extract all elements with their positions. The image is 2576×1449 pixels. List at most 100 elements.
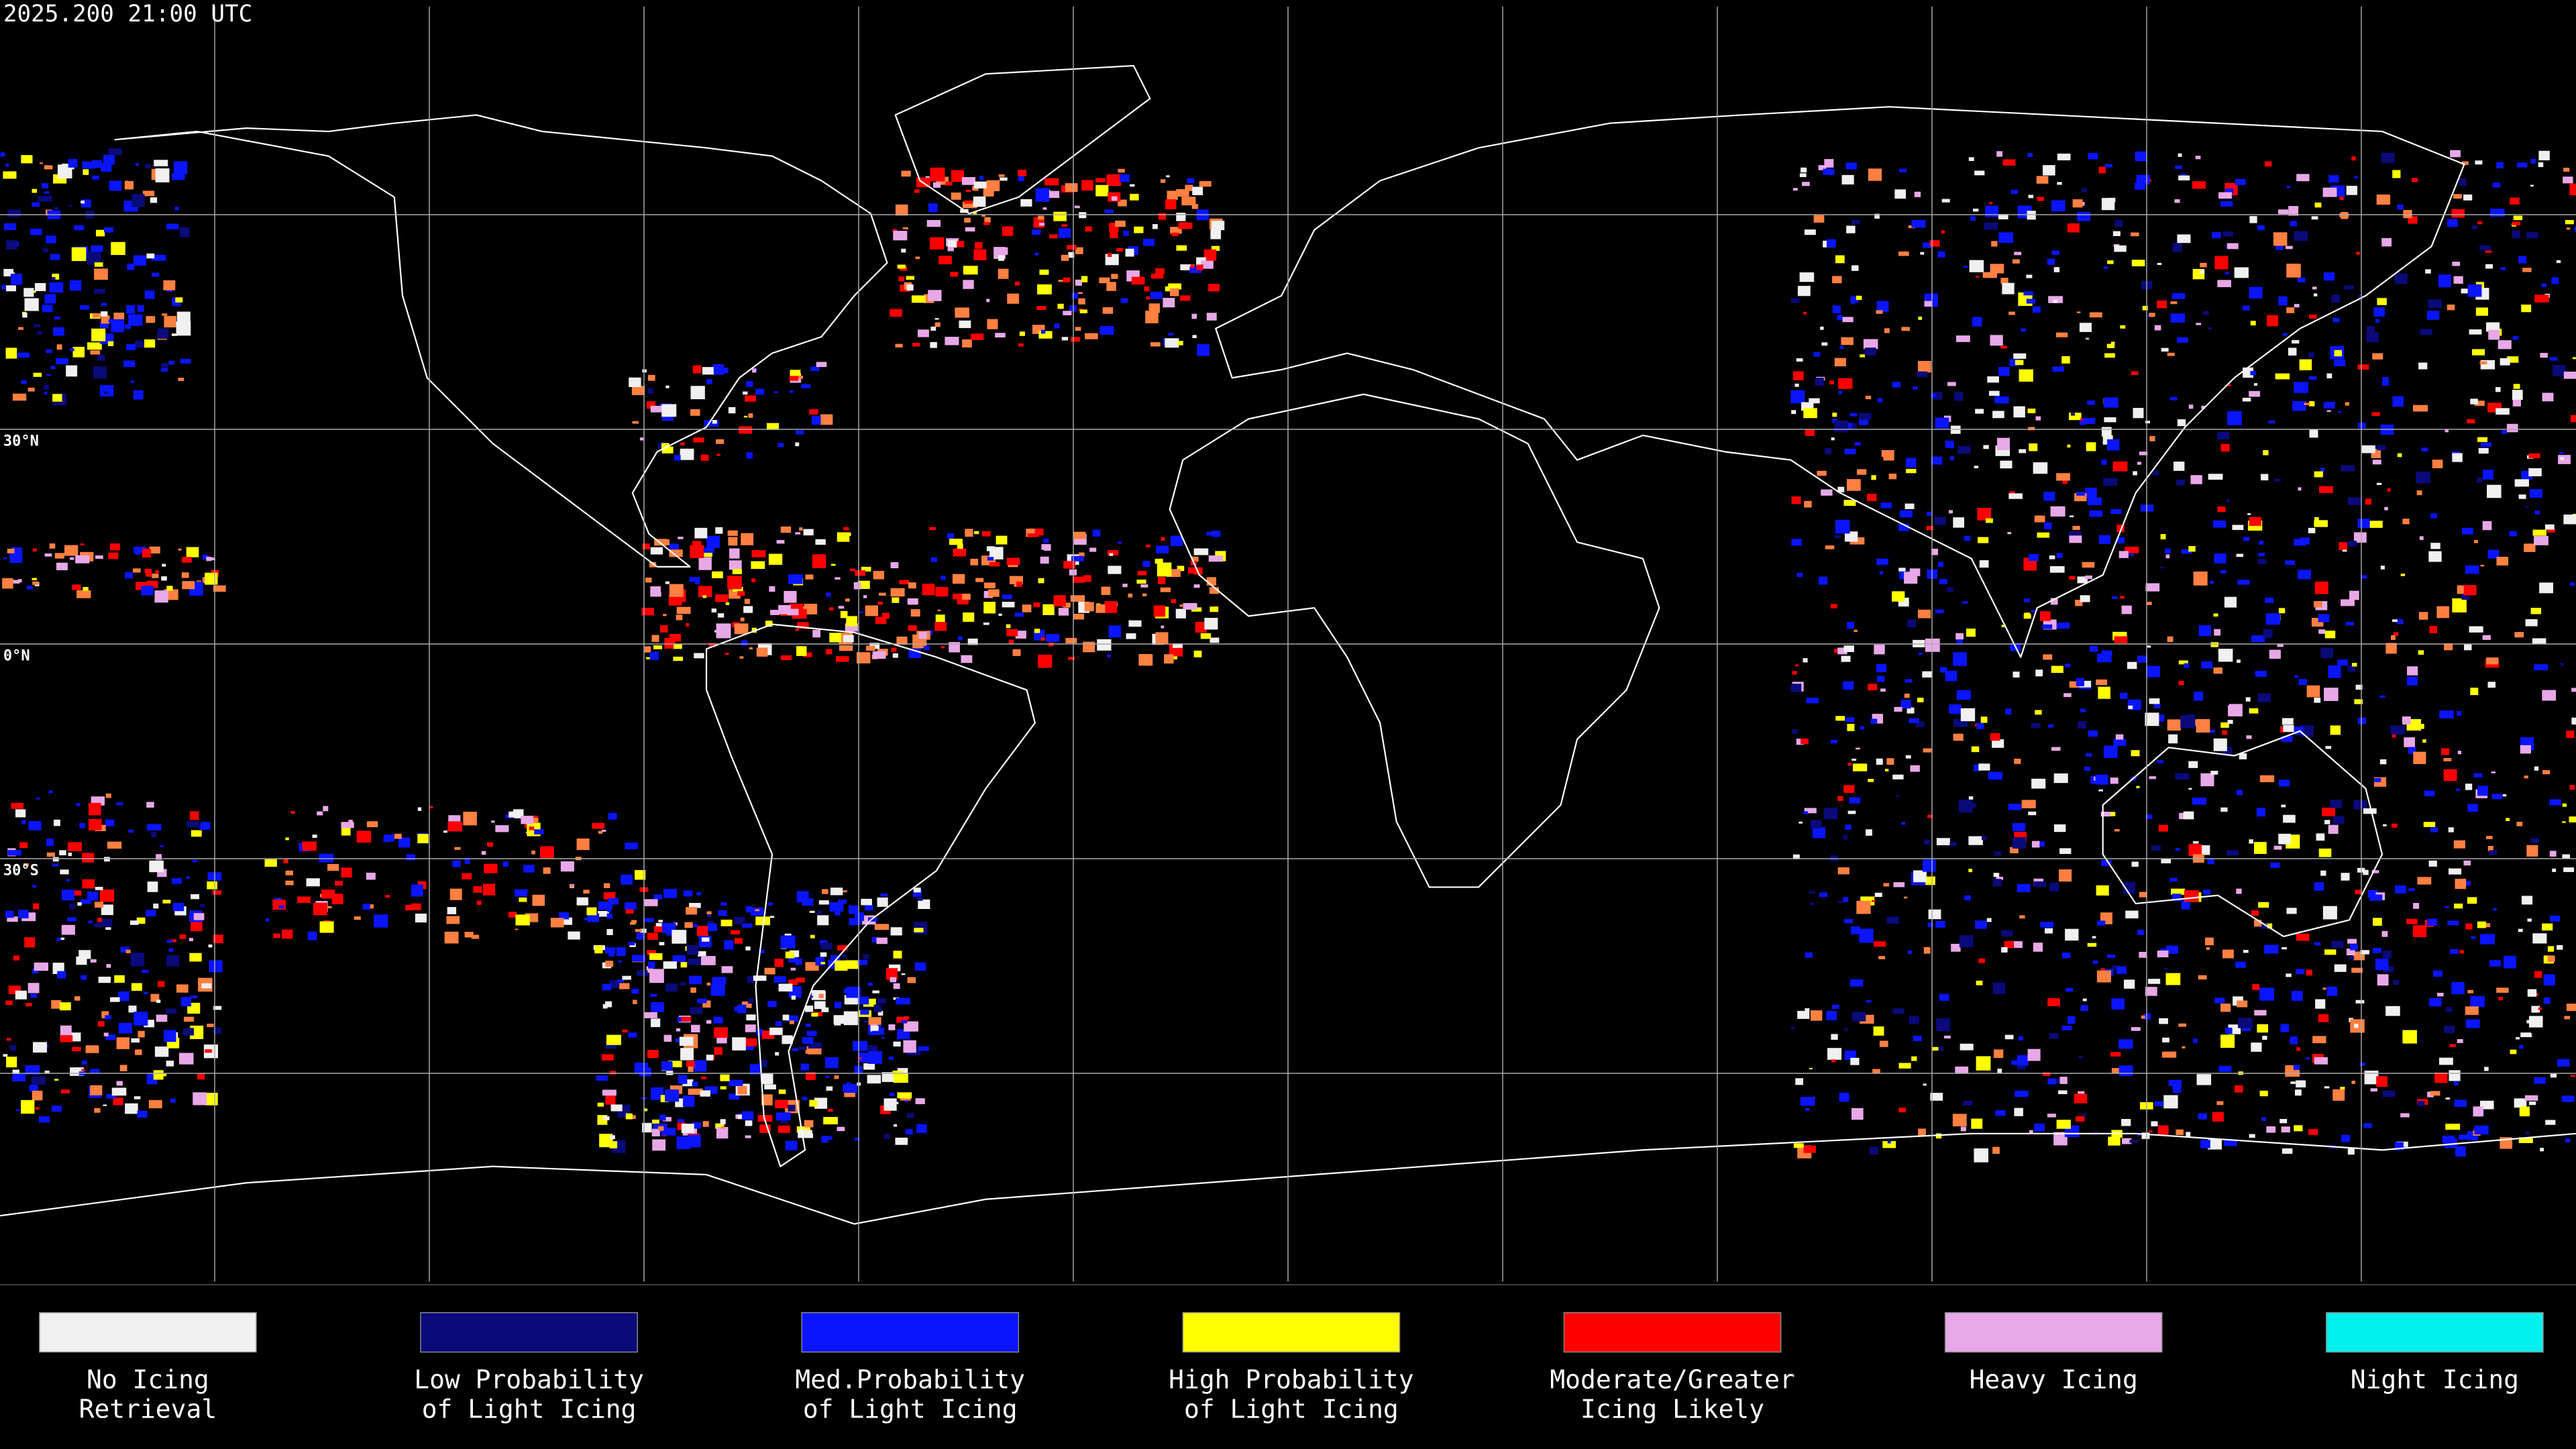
icing-pixel: [2238, 1018, 2253, 1028]
icing-pixel: [366, 872, 376, 880]
icing-pixel: [809, 910, 815, 913]
icing-pixel: [788, 1104, 796, 1112]
icing-pixel: [1887, 1140, 1891, 1144]
icing-pixel: [907, 598, 918, 605]
icing-pixel: [2178, 660, 2188, 665]
icing-pixel: [2524, 775, 2528, 779]
icing-pixel: [2196, 718, 2210, 733]
icing-pixel: [811, 1012, 818, 1017]
icing-pixel: [935, 587, 949, 597]
icing-pixel: [2131, 750, 2140, 757]
icing-pixel: [2364, 1071, 2379, 1085]
icing-pixel: [745, 1024, 756, 1032]
icing-pixel: [805, 574, 814, 580]
icing-pixel: [7, 916, 18, 922]
icing-pixel: [1799, 821, 1803, 824]
icing-pixel: [883, 1134, 890, 1139]
icing-pixel: [947, 240, 957, 248]
icing-pixel: [2473, 773, 2483, 777]
icing-pixel: [865, 605, 878, 616]
icing-pixel: [1208, 284, 1220, 292]
icing-pixel: [1960, 1043, 1974, 1051]
icing-pixel: [1018, 169, 1027, 176]
icing-pixel: [1949, 842, 1957, 847]
icing-pixel: [716, 1127, 729, 1139]
icing-pixel: [2314, 581, 2328, 594]
icing-pixel: [795, 958, 802, 965]
icing-pixel: [51, 1106, 62, 1112]
icing-pixel: [2165, 973, 2181, 985]
icing-pixel: [621, 874, 633, 885]
icing-pixel: [748, 413, 753, 418]
icing-pixel: [608, 898, 619, 905]
icing-pixel: [2324, 820, 2330, 824]
icing-pixel: [843, 1083, 858, 1093]
icing-pixel: [2381, 237, 2392, 247]
icing-pixel: [191, 995, 198, 999]
icing-pixel: [2167, 636, 2174, 643]
icing-pixel: [1799, 173, 1807, 177]
icing-pixel: [3, 557, 7, 559]
icing-pixel: [837, 945, 848, 951]
icing-pixel: [1799, 272, 1815, 282]
icing-pixel: [2530, 158, 2536, 164]
icing-pixel: [2031, 610, 2036, 612]
icing-pixel: [604, 883, 610, 888]
icing-pixel: [857, 996, 869, 1005]
icing-pixel: [2565, 219, 2574, 225]
icing-pixel: [787, 608, 799, 616]
icing-pixel: [1105, 254, 1119, 266]
icing-pixel: [737, 591, 745, 596]
icing-pixel: [2264, 161, 2272, 167]
icing-pixel: [2249, 517, 2261, 526]
icing-pixel: [1027, 533, 1035, 537]
icing-pixel: [649, 651, 659, 660]
icing-pixel: [103, 1032, 109, 1036]
icing-pixel: [2237, 790, 2243, 796]
legend-label: Night Icing: [2351, 1364, 2519, 1394]
icing-pixel: [1926, 525, 1934, 531]
icing-pixel: [154, 590, 168, 603]
icing-pixel: [681, 1124, 694, 1134]
icing-pixel: [1837, 486, 1845, 492]
icing-pixel: [892, 229, 897, 231]
icing-pixel: [2290, 1036, 2298, 1044]
icing-pixel: [82, 879, 95, 889]
icing-pixel: [2479, 1100, 2494, 1110]
icing-pixel: [2097, 920, 2106, 926]
icing-pixel: [1138, 653, 1153, 666]
icing-pixel: [2031, 722, 2041, 729]
icing-pixel: [2429, 626, 2438, 633]
icing-pixel: [706, 1020, 712, 1024]
icing-pixel: [1197, 344, 1210, 356]
icing-pixel: [12, 1069, 19, 1076]
icing-pixel: [213, 934, 223, 943]
icing-pixel: [2177, 234, 2191, 244]
icing-pixel: [2486, 322, 2500, 332]
icing-pixel: [1190, 264, 1195, 268]
icing-pixel: [1119, 174, 1130, 182]
icing-pixel: [417, 807, 422, 811]
icing-pixel: [604, 1001, 612, 1008]
icing-pixel: [2044, 522, 2052, 530]
icing-pixel: [2518, 928, 2523, 932]
icing-pixel: [915, 1098, 925, 1104]
icing-pixel: [2349, 956, 2355, 960]
icing-pixel: [61, 924, 75, 935]
icing-pixel: [2569, 816, 2576, 822]
icing-pixel: [317, 811, 323, 816]
icing-pixel: [2188, 546, 2196, 552]
icing-pixel: [1803, 311, 1807, 315]
icing-pixel: [1203, 249, 1217, 261]
icing-pixel: [2455, 788, 2461, 792]
icing-pixel: [2557, 1059, 2570, 1067]
icing-pixel: [1084, 602, 1094, 612]
icing-pixel: [44, 294, 56, 304]
icing-pixel: [2149, 313, 2155, 317]
icing-pixel: [684, 922, 693, 928]
icing-pixel: [2453, 276, 2463, 284]
icing-pixel: [2086, 442, 2096, 451]
icing-pixel: [698, 557, 712, 570]
icing-pixel: [114, 975, 125, 983]
icing-pixel: [2314, 601, 2322, 608]
